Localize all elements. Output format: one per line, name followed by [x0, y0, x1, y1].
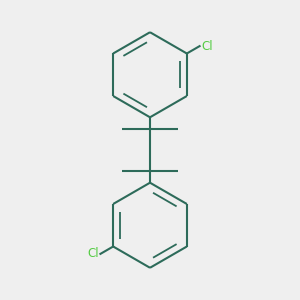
Text: Cl: Cl: [201, 40, 213, 52]
Text: Cl: Cl: [87, 248, 99, 260]
